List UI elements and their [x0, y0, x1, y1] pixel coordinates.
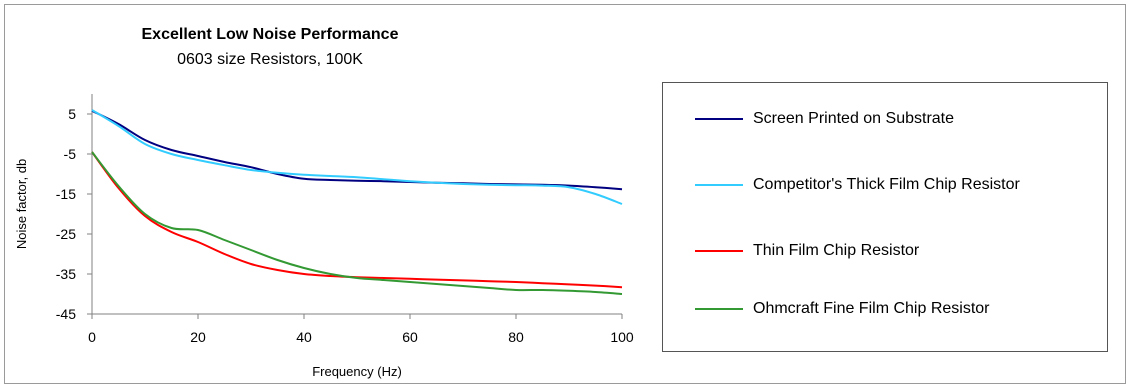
series-line-2 — [91, 109, 623, 205]
axes — [87, 94, 623, 319]
legend-entry: Competitor's Thick Film Chip Resistor — [695, 175, 1020, 195]
x-tick-label: 0 — [88, 329, 96, 345]
legend-label: Competitor's Thick Film Chip Resistor — [753, 176, 1020, 193]
legend: Screen Printed on Substrate Competitor's… — [662, 82, 1108, 352]
y-axis-label: Noise factor, db — [14, 159, 29, 249]
legend-swatch — [695, 308, 743, 310]
y-tick-label: -25 — [56, 226, 76, 242]
chart-title: Excellent Low Noise Performance — [141, 26, 399, 43]
chart-subtitle: 0603 size Resistors, 100K — [177, 51, 363, 68]
series-line-3 — [91, 151, 623, 289]
legend-swatch — [695, 118, 743, 120]
x-tick-label: 20 — [190, 329, 206, 345]
y-tick-label: -15 — [56, 186, 76, 202]
legend-entry: Screen Printed on Substrate — [695, 109, 954, 129]
y-tick-label: -35 — [56, 266, 76, 282]
y-tick-label: -45 — [56, 306, 76, 322]
x-tick-label: 80 — [508, 329, 524, 345]
y-tick-label: -5 — [64, 146, 77, 162]
y-tick-label: 5 — [68, 106, 76, 122]
legend-entry: Ohmcraft Fine Film Chip Resistor — [695, 299, 990, 319]
x-tick-label: 100 — [610, 329, 634, 345]
series-layer — [91, 109, 623, 295]
legend-label: Thin Film Chip Resistor — [753, 242, 920, 259]
series-line-4 — [91, 151, 623, 295]
x-axis-label: Frequency (Hz) — [312, 364, 402, 379]
x-tick-label: 40 — [296, 329, 312, 345]
tick-labels: 5 -5 -15 -25 -35 -45 0 20 40 60 80 100 — [56, 106, 634, 345]
legend-label: Screen Printed on Substrate — [753, 110, 955, 127]
legend-entry: Thin Film Chip Resistor — [695, 241, 919, 261]
legend-swatch — [695, 250, 743, 252]
x-tick-label: 60 — [402, 329, 418, 345]
legend-label: Ohmcraft Fine Film Chip Resistor — [753, 300, 990, 317]
legend-swatch — [695, 184, 743, 186]
